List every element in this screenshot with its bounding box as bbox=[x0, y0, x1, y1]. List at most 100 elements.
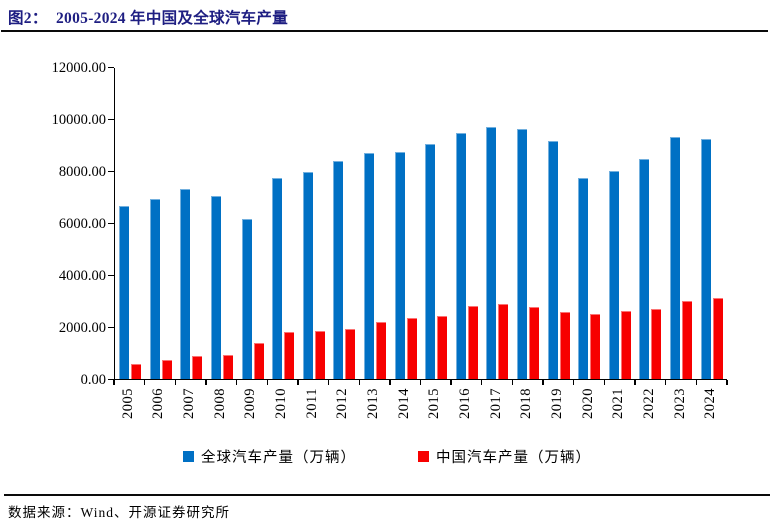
y-tick-mark bbox=[108, 119, 114, 121]
china-production-bar-2016 bbox=[467, 306, 478, 379]
bar-group-2012 bbox=[329, 68, 360, 379]
china-production-bar-2006 bbox=[161, 360, 172, 379]
x-tick-label-2018: 2018 bbox=[518, 388, 535, 419]
y-tick-mark bbox=[108, 171, 114, 173]
bar-group-2008 bbox=[207, 68, 238, 379]
global-production-bar-2009 bbox=[241, 218, 252, 379]
china-production-bar-2020 bbox=[590, 313, 601, 379]
global-production-bar-2011 bbox=[302, 171, 313, 379]
x-tick-label-2008: 2008 bbox=[211, 388, 228, 419]
x-tick-label-2019: 2019 bbox=[548, 388, 565, 419]
bar-group-2023 bbox=[666, 68, 697, 379]
y-tick-label-0.00: 0.00 bbox=[80, 372, 106, 388]
y-tick-label-2000.00: 2000.00 bbox=[58, 320, 106, 336]
bar-group-2022 bbox=[635, 68, 666, 379]
global-production-bar-2020 bbox=[578, 177, 589, 379]
global-production-bar-2013 bbox=[364, 152, 375, 379]
x-tick-mark bbox=[205, 380, 207, 385]
bar-group-2017 bbox=[482, 68, 513, 379]
x-tick-label-2015: 2015 bbox=[426, 388, 443, 419]
global-production-bar-2008 bbox=[211, 196, 222, 379]
y-tick-mark bbox=[108, 379, 114, 381]
global-production-bar-2024 bbox=[700, 139, 711, 379]
global-production-bar-2019 bbox=[547, 141, 558, 379]
global-production-bar-2006 bbox=[149, 199, 160, 379]
bar-group-2015 bbox=[421, 68, 452, 379]
china-production-bar-2014 bbox=[406, 317, 417, 379]
china-production-bar-2011 bbox=[314, 331, 325, 379]
global-production-bar-2023 bbox=[669, 136, 680, 379]
x-tick-label-2009: 2009 bbox=[242, 388, 259, 419]
global-production-bar-2005 bbox=[119, 206, 130, 379]
x-tick-label-2020: 2020 bbox=[579, 388, 596, 419]
x-tick-mark bbox=[266, 380, 268, 385]
china-production-bar-2017 bbox=[498, 303, 509, 379]
x-tick-mark bbox=[358, 380, 360, 385]
x-tick-mark bbox=[113, 380, 115, 385]
china-production-bar-2018 bbox=[529, 306, 540, 379]
y-tick-label-4000.00: 4000.00 bbox=[58, 268, 106, 284]
china-production-bar-2007 bbox=[192, 355, 203, 379]
global-production-bar-2012 bbox=[333, 160, 344, 379]
x-tick-mark bbox=[573, 380, 575, 385]
china-production-bar-2012 bbox=[345, 329, 356, 379]
china-production-bar-2019 bbox=[559, 312, 570, 379]
bar-group-2007 bbox=[176, 68, 207, 379]
x-tick-label-2021: 2021 bbox=[610, 388, 627, 419]
china-production-bar-2024 bbox=[712, 297, 723, 379]
china-production-bar-2015 bbox=[437, 315, 448, 379]
y-tick-mark bbox=[108, 327, 114, 329]
bar-group-2009 bbox=[237, 68, 268, 379]
x-tick-label-2006: 2006 bbox=[150, 388, 167, 419]
x-tick-label-2014: 2014 bbox=[395, 388, 412, 419]
x-tick-label-2005: 2005 bbox=[119, 388, 136, 419]
plot-area bbox=[114, 68, 727, 380]
x-tick-label-2024: 2024 bbox=[702, 388, 719, 419]
title-divider bbox=[1, 30, 768, 32]
bar-group-2021 bbox=[605, 68, 636, 379]
x-tick-mark bbox=[726, 380, 728, 385]
china-production-bar-2023 bbox=[681, 300, 692, 379]
global-production-bar-2022 bbox=[639, 158, 650, 379]
global-production-bar-2021 bbox=[608, 171, 619, 379]
bar-group-2016 bbox=[452, 68, 483, 379]
global-production-bar-2007 bbox=[180, 189, 191, 379]
china-production-bar-2005 bbox=[131, 364, 142, 379]
x-tick-label-2013: 2013 bbox=[365, 388, 382, 419]
x-tick-mark bbox=[634, 380, 636, 385]
y-tick-mark bbox=[108, 67, 114, 69]
x-tick-mark bbox=[297, 380, 299, 385]
x-tick-mark bbox=[695, 380, 698, 385]
x-tick-label-2012: 2012 bbox=[334, 388, 351, 419]
bar-group-2014 bbox=[390, 68, 421, 379]
legend-swatch-china-icon bbox=[418, 451, 429, 462]
y-tick-label-10000.00: 10000.00 bbox=[51, 112, 106, 128]
bar-group-2020 bbox=[574, 68, 605, 379]
bar-group-2006 bbox=[146, 68, 177, 379]
bar-group-2013 bbox=[360, 68, 391, 379]
bar-group-2010 bbox=[268, 68, 299, 379]
global-production-bar-2017 bbox=[486, 126, 497, 379]
x-tick-label-2011: 2011 bbox=[303, 388, 320, 419]
data-source: 数据来源：Wind、开源证券研究所 bbox=[8, 505, 230, 520]
bar-group-2024 bbox=[696, 68, 727, 379]
legend-label-china: 中国汽车产量（万辆） bbox=[436, 450, 591, 466]
bar-group-2018 bbox=[513, 68, 544, 379]
legend-item-china: 中国汽车产量（万辆） bbox=[418, 446, 591, 467]
x-tick-mark bbox=[542, 380, 544, 385]
x-tick-mark bbox=[481, 380, 483, 385]
legend-label-global: 全球汽车产量（万辆） bbox=[201, 450, 356, 466]
chart-legend: 全球汽车产量（万辆） 中国汽车产量（万辆） bbox=[0, 446, 774, 467]
global-production-bar-2015 bbox=[425, 143, 436, 379]
global-production-bar-2014 bbox=[394, 152, 405, 379]
legend-item-global: 全球汽车产量（万辆） bbox=[183, 446, 356, 467]
x-tick-mark bbox=[450, 380, 452, 385]
china-production-bar-2022 bbox=[651, 308, 662, 379]
china-production-bar-2010 bbox=[284, 331, 295, 379]
x-tick-mark bbox=[389, 380, 391, 385]
global-production-bar-2010 bbox=[272, 177, 283, 379]
x-tick-mark bbox=[603, 380, 606, 385]
y-tick-mark bbox=[108, 223, 114, 225]
x-tick-label-2017: 2017 bbox=[487, 388, 504, 419]
